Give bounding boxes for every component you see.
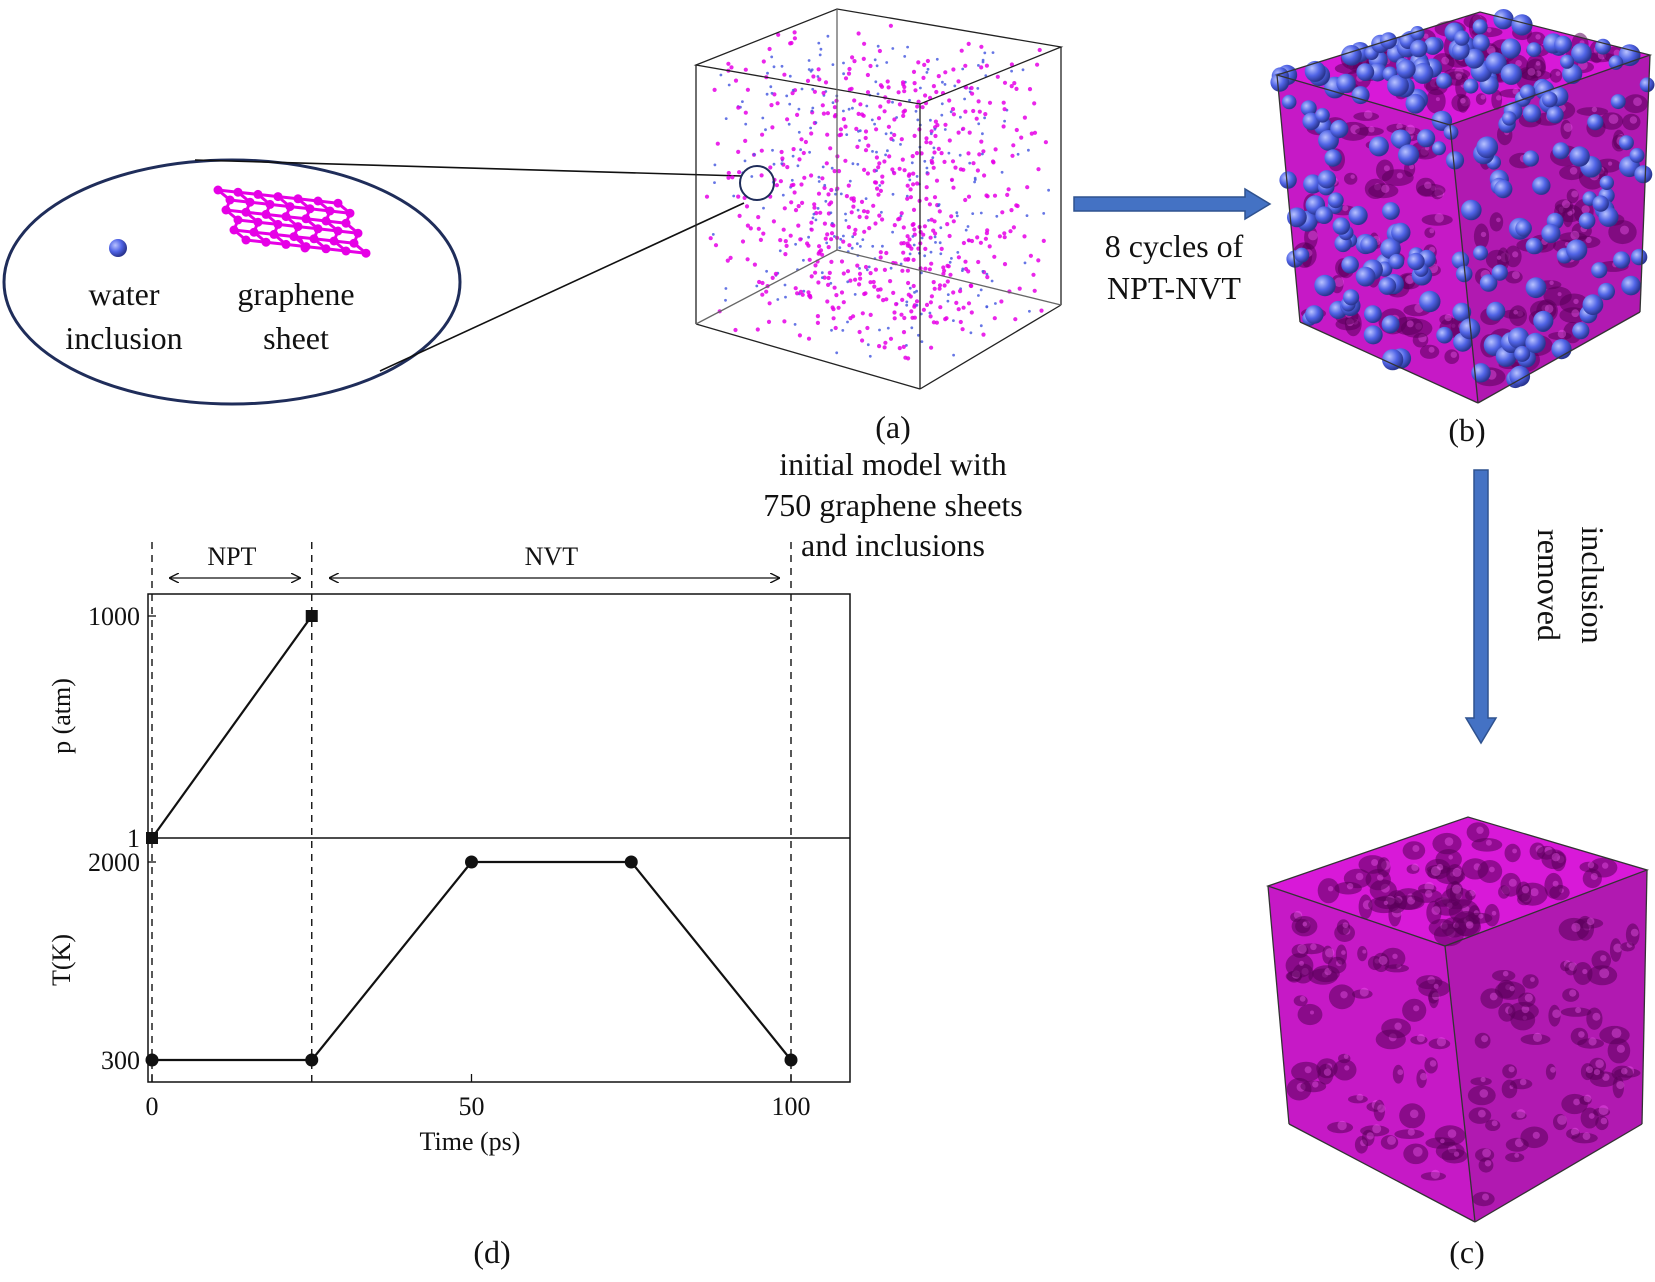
graphene-label-line1: graphene xyxy=(237,276,354,312)
caption-a-desc-line1: initial model with xyxy=(779,446,1007,482)
pressure-point-1 xyxy=(305,610,318,622)
caption-a: (a) xyxy=(875,409,911,445)
t-ytick-2000: 2000 xyxy=(88,848,140,877)
scattered-sheets xyxy=(704,23,1050,361)
water-label-line2: inclusion xyxy=(65,320,182,356)
porous-structure-inclusion-removed xyxy=(1265,816,1650,1223)
pressure-point-0 xyxy=(146,832,158,844)
temperature-line xyxy=(152,860,792,1062)
p-ytick-1: 1 xyxy=(127,824,140,853)
graphene-sheet-icon xyxy=(213,185,371,258)
p-axis-label: p (atm) xyxy=(47,678,76,754)
temperature-point-4 xyxy=(784,1053,798,1067)
graphene-label-line2: sheet xyxy=(263,320,329,356)
right-process-arrow xyxy=(1073,187,1272,221)
t-axis-label: T(K) xyxy=(47,934,76,986)
caption-c: (c) xyxy=(1449,1234,1485,1270)
temperature-point-1 xyxy=(305,1053,319,1067)
zoom-line-bottom xyxy=(379,202,745,372)
cycles-label-line2: NPT-NVT xyxy=(1107,270,1241,306)
initial-model-box xyxy=(693,8,1064,390)
water-label-line1: water xyxy=(88,276,159,312)
t-ytick-300: 300 xyxy=(101,1046,140,1075)
caption-b: (b) xyxy=(1448,412,1485,448)
zoom-line-top xyxy=(194,159,743,177)
water-inclusion-icon xyxy=(109,239,127,257)
cycles-label-line1: 8 cycles of xyxy=(1105,228,1244,264)
x-axis-label: Time (ps) xyxy=(420,1127,521,1156)
p-ytick-1000: 1000 xyxy=(88,602,140,631)
phase-label-nvt: NVT xyxy=(525,542,579,571)
inset-legend: water inclusion graphene sheet xyxy=(2,158,745,406)
x-tick-100: 100 xyxy=(772,1092,811,1121)
temperature-point-3 xyxy=(624,855,638,869)
temperature-point-2 xyxy=(465,855,478,869)
caption-a-desc-line3: and inclusions xyxy=(801,527,985,563)
x-tick-0: 0 xyxy=(146,1092,159,1121)
porous-structure-with-inclusions xyxy=(1270,9,1655,404)
phase-label-npt: NPT xyxy=(207,542,256,571)
x-tick-50: 50 xyxy=(459,1092,485,1121)
removed-label-line1: inclusion xyxy=(1575,526,1611,643)
temperature-pressure-chart: NPT NVT 1000 1 2000 300 0 50 100 Time (p… xyxy=(47,542,851,1156)
removed-label-line2: removed xyxy=(1531,529,1567,641)
caption-a-desc-line2: 750 graphene sheets xyxy=(763,487,1022,523)
temperature-point-0 xyxy=(145,1053,159,1067)
down-process-arrow xyxy=(1464,469,1498,745)
pressure-line xyxy=(151,615,313,839)
zoom-circle xyxy=(739,165,775,201)
caption-d: (d) xyxy=(473,1234,510,1270)
